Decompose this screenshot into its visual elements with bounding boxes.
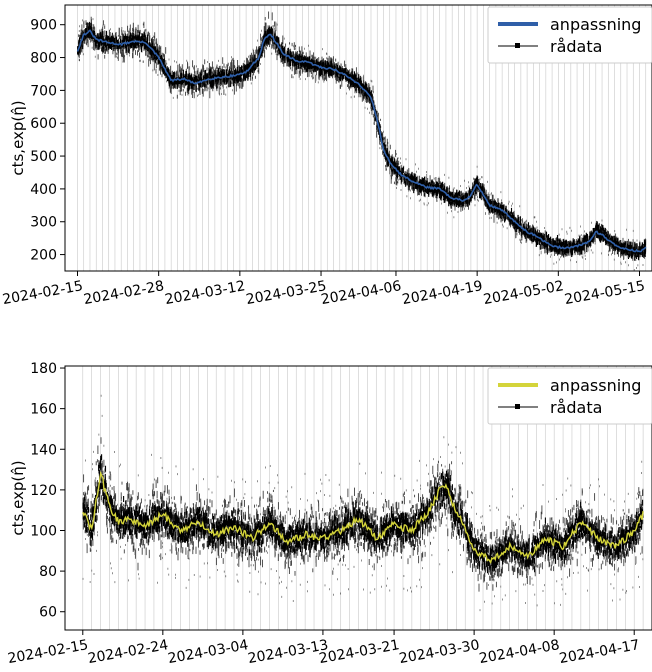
legend-marker-radata: [515, 404, 520, 409]
x-tick-label: 2024-02-28: [82, 278, 165, 308]
y-tick-label: 80: [39, 564, 57, 580]
legend-label-radata: rådata: [550, 398, 602, 417]
plot-frame: [64, 4, 652, 272]
x-tick-label: 2024-03-25: [245, 278, 328, 308]
fit-line-anpassning: [76, 29, 647, 253]
y-tick-label: 700: [30, 83, 57, 99]
y-tick-label: 200: [30, 248, 57, 264]
x-tick-label: 2024-02-24: [87, 637, 170, 667]
raw-data-outliers: [82, 394, 644, 612]
y-axis-label: cts,exp(η̂): [9, 100, 27, 175]
y-axis: 200 300 400 500 600 700 800 900 cts,exp(η̂): [9, 18, 65, 264]
y-tick-label: 180: [30, 361, 57, 377]
x-tick-label: 2024-03-12: [164, 278, 247, 308]
y-tick-label: 400: [30, 182, 57, 198]
raw-data-outliers: [78, 18, 646, 271]
y-tick-label: 160: [30, 402, 57, 418]
x-axis: 2024-02-152024-02-282024-03-122024-03-25…: [1, 271, 646, 308]
legend-label-radata: rådata: [550, 37, 602, 56]
y-tick-label: 500: [30, 149, 57, 165]
legend-label-anpassning: anpassning: [550, 376, 641, 395]
raw-data-cloud: [77, 11, 647, 271]
y-tick-label: 300: [30, 215, 57, 231]
legend-box: [487, 367, 652, 425]
chart-1: 200 300 400 500 600 700 800 900 cts,exp(η̂) 2024-…: [1, 4, 652, 308]
plot-frame: [64, 365, 652, 631]
y-tick-label: 120: [30, 483, 57, 499]
x-axis: 2024-02-152024-02-242024-03-042024-03-13…: [7, 630, 641, 667]
x-tick-label: 2024-02-15: [1, 278, 84, 308]
x-tick-label: 2024-05-15: [563, 278, 646, 308]
x-tick-label: 2024-03-21: [318, 637, 401, 667]
y-tick-label: 900: [30, 18, 57, 34]
y-axis-label: cts,exp(η̂): [9, 460, 27, 535]
x-tick-label: 2024-04-17: [558, 637, 641, 667]
legend-marker-radata: [515, 43, 520, 48]
x-tick-label: 2024-05-02: [482, 278, 565, 308]
x-tick-label: 2024-02-15: [7, 637, 90, 667]
x-tick-label: 2024-04-08: [478, 637, 561, 667]
x-tick-label: 2024-04-19: [401, 278, 484, 308]
x-tick-label: 2024-03-04: [167, 637, 250, 667]
legend: anpassning rådata: [487, 6, 652, 64]
y-axis: 60 80 100 120 140 160 180 cts,exp(η̂): [9, 361, 65, 621]
legend-box: [487, 6, 652, 64]
fit-line-anpassning: [82, 470, 644, 565]
legend-label-anpassning: anpassning: [550, 15, 641, 34]
y-tick-label: 800: [30, 51, 57, 67]
x-tick-label: 2024-04-06: [320, 278, 403, 308]
x-tick-label: 2024-03-30: [398, 637, 481, 667]
y-tick-label: 600: [30, 116, 57, 132]
chart-2: 60 80 100 120 140 160 180 cts,exp(η̂) 2024-02-15…: [7, 361, 652, 667]
legend: anpassning rådata: [487, 367, 652, 425]
y-tick-label: 60: [39, 605, 57, 621]
y-tick-label: 100: [30, 523, 57, 539]
raw-data-cloud: [82, 394, 644, 612]
y-tick-label: 140: [30, 442, 57, 458]
